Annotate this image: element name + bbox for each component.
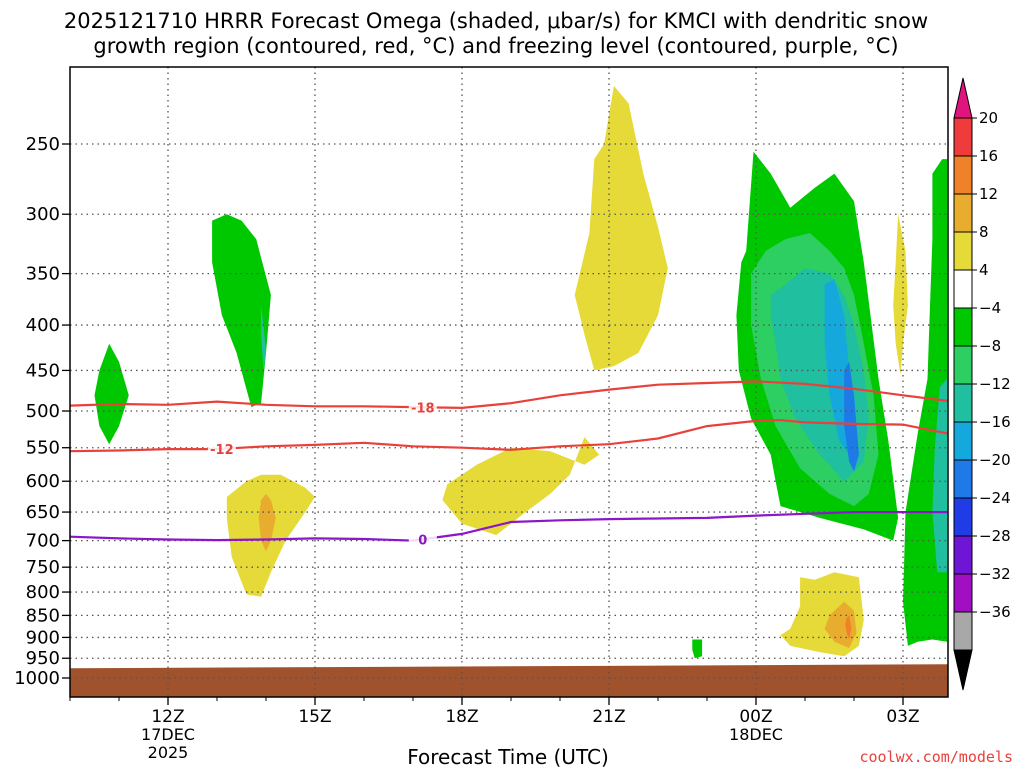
x-axis-label: Forecast Time (UTC) (407, 745, 609, 768)
y-tick-label-500: 500 (26, 401, 60, 422)
omega-region-4 (258, 493, 276, 552)
x-tick-sublabel-0-0: 17DEC (141, 725, 195, 744)
credit-link[interactable]: coolwx.com/models (859, 748, 1013, 766)
x-tick-sublabel-0-1: 2025 (148, 743, 189, 762)
colorbar-label-7: −12 (979, 375, 1011, 393)
colorbar-swatch-2 (953, 193, 973, 233)
colorbar-label-6: −8 (979, 337, 1001, 355)
colorbar-swatch-7 (953, 383, 973, 423)
chart-title-line-2: growth region (contoured, red, °C) and f… (93, 34, 898, 58)
y-tick-label-700: 700 (26, 531, 60, 552)
colorbar-swatch-12 (953, 573, 973, 613)
colorbar-label-9: −20 (979, 451, 1011, 469)
chart-title: 2025121710 HRRR Forecast Omega (shaded, … (64, 9, 928, 58)
x-tick-label-4: 00Z (739, 707, 772, 727)
contour-line--18 (70, 380, 948, 410)
colorbar-label-12: −32 (979, 565, 1011, 583)
omega-region-0 (94, 343, 129, 445)
contour-label--18: -18 (411, 401, 435, 416)
contour-label-bg--12 (207, 440, 236, 457)
y-tick-label-250: 250 (26, 134, 60, 155)
x-tick-label-2: 18Z (445, 707, 478, 727)
omega-region-14 (893, 214, 908, 375)
contour-label-bg-0 (408, 531, 437, 548)
y-tick-label-650: 650 (26, 502, 60, 523)
omega-region-13 (932, 378, 948, 573)
colorbar-swatch-11 (953, 535, 973, 575)
colorbar-bottom-arrow (953, 649, 973, 691)
colorbar-label-4: 4 (979, 261, 989, 279)
contour-label-bg--18 (408, 399, 437, 416)
omega-region-1 (212, 214, 271, 408)
colorbar-swatch-5 (953, 307, 973, 347)
omega-region-18 (692, 639, 703, 659)
omega-region-6 (574, 85, 668, 371)
colorbar-swatch-10 (953, 497, 973, 537)
x-tick-label-0: 12Z (151, 707, 184, 727)
colorbar-swatch-0 (953, 117, 973, 157)
x-tick-label-1: 15Z (298, 707, 331, 727)
y-tick-label-350: 350 (26, 264, 60, 285)
y-tick-label-1000: 1000 (14, 668, 60, 689)
colorbar-swatch-13 (953, 611, 973, 651)
colorbar-swatch-6 (953, 345, 973, 385)
y-tick-label-400: 400 (26, 315, 60, 336)
colorbar-label-5: −4 (979, 299, 1001, 317)
colorbar-label-1: 16 (979, 147, 998, 165)
omega-region-2 (261, 305, 266, 371)
y-tick-label-750: 750 (26, 557, 60, 578)
omega-region-17 (845, 615, 852, 640)
y-tick-label-800: 800 (26, 582, 60, 603)
y-tick-label-600: 600 (26, 471, 60, 492)
y-tick-label-950: 950 (26, 648, 60, 669)
terrain-layer (70, 664, 948, 697)
colorbar-swatch-9 (953, 459, 973, 499)
omega-shading-layer (94, 85, 948, 659)
colorbar-label-13: −36 (979, 603, 1011, 621)
y-tick-label-550: 550 (26, 438, 60, 459)
colorbar: 20 16 12 8 4 −4 −8 −12 −16 −20 −24 −28 −32 −36 (953, 77, 1011, 691)
chart-title-line-1: 2025121710 HRRR Forecast Omega (shaded, … (64, 9, 928, 33)
grid-layer (70, 67, 948, 697)
colorbar-swatch-4 (953, 269, 973, 309)
colorbar-label-2: 12 (979, 185, 998, 203)
y-tick-label-850: 850 (26, 605, 60, 626)
x-tick-label-3: 21Z (592, 707, 625, 727)
x-tick-sublabel-4-0: 18DEC (729, 725, 783, 744)
colorbar-label-8: −16 (979, 413, 1011, 431)
colorbar-label-11: −28 (979, 527, 1011, 545)
colorbar-swatch-1 (953, 155, 973, 195)
x-tick-label-5: 03Z (886, 707, 919, 727)
y-tick-label-450: 450 (26, 360, 60, 381)
colorbar-label-3: 8 (979, 223, 989, 241)
terrain-ground (70, 664, 948, 697)
omega-region-5 (442, 437, 600, 536)
colorbar-top-arrow (953, 77, 973, 119)
y-tick-label-300: 300 (26, 204, 60, 225)
colorbar-swatch-3 (953, 231, 973, 271)
colorbar-label-10: −24 (979, 489, 1011, 507)
contour-label-0: 0 (418, 533, 427, 548)
colorbar-swatch-8 (953, 421, 973, 461)
colorbar-label-0: 20 (979, 109, 998, 127)
y-tick-label-900: 900 (26, 627, 60, 648)
contour-layer: -18 -12 0 (70, 380, 948, 548)
y-axis: 2503003504004505005506006507007508008509… (14, 134, 70, 689)
contour-label--12: -12 (210, 443, 234, 458)
contour-line-0 (70, 511, 948, 542)
plot-frame (69, 66, 949, 698)
